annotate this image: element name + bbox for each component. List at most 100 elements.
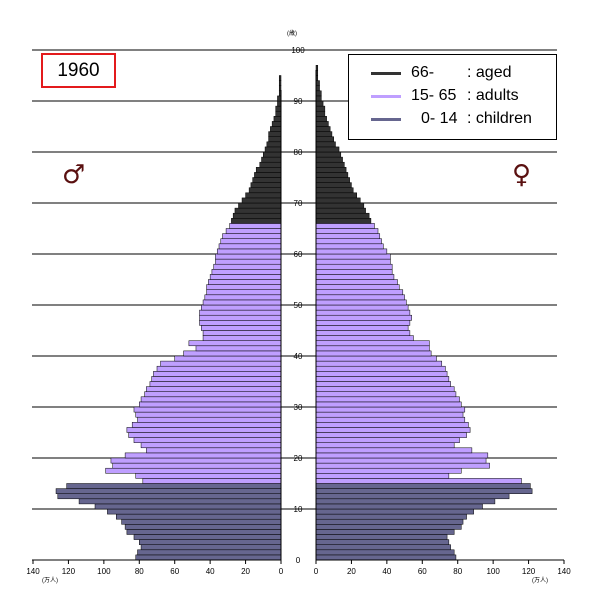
age-tick-label: 90 (294, 97, 303, 106)
female-bar (315, 131, 333, 137)
count-unit-label-left: (万人) (42, 577, 58, 584)
male-bar (229, 223, 282, 229)
female-bar (315, 151, 342, 158)
x-tick-label-right: 100 (486, 567, 500, 576)
male-bar (137, 416, 282, 423)
female-bar (315, 314, 412, 321)
female-bar (315, 207, 366, 214)
female-bar (315, 172, 349, 178)
male-bar (199, 314, 282, 321)
x-tick-label-left: 120 (62, 567, 76, 576)
female-bar (315, 80, 320, 86)
x-tick-label-left: 60 (170, 567, 179, 576)
male-bar (248, 187, 282, 194)
male-bar (241, 197, 282, 204)
legend-item-children: 0- 14 : children (349, 108, 558, 130)
legend-swatch-aged (371, 72, 401, 75)
legend-label-adults: : adults (467, 87, 519, 104)
female-bar (315, 269, 393, 275)
female-bar (315, 121, 329, 127)
male-bar (151, 376, 282, 382)
male-bar (268, 136, 282, 143)
age-tick-label: 50 (294, 301, 303, 310)
male-bar (202, 335, 282, 341)
x-tick-label-left: 40 (206, 567, 215, 576)
legend: 66- : aged 15- 65 : adults 0- 14 : child… (348, 54, 557, 140)
female-bar (315, 406, 466, 413)
age-tick-label: 0 (296, 556, 301, 565)
female-bar (315, 539, 450, 545)
age-unit-label: (歳) (287, 29, 297, 37)
female-bar (315, 65, 319, 71)
male-bar (277, 95, 282, 102)
age-tick-label: 80 (294, 148, 303, 157)
female-bar (315, 116, 327, 122)
male-bar (273, 116, 282, 122)
female-bar (315, 534, 448, 540)
legend-item-aged: 66- : aged (349, 62, 558, 84)
x-tick-label-right: 20 (347, 567, 356, 576)
male-bar (271, 121, 282, 127)
female-bar (315, 345, 430, 352)
male-bar (234, 207, 282, 214)
male-bar (135, 554, 282, 561)
female-bar (315, 340, 430, 347)
male-bar (126, 529, 282, 535)
age-tick-label: 60 (294, 250, 303, 259)
male-bar (202, 330, 282, 336)
male-bar (275, 110, 282, 117)
male-bar (245, 192, 282, 199)
male-bar (188, 340, 282, 347)
male-bar (140, 442, 282, 449)
female-bar (315, 396, 460, 403)
female-bar (315, 411, 464, 418)
x-tick-label-right: 0 (314, 567, 319, 576)
x-tick-label-right: 140 (557, 567, 571, 576)
legend-item-adults: 15- 65 : adults (349, 85, 558, 107)
male-bar (146, 447, 282, 454)
male-bar (275, 105, 282, 112)
legend-code-aged: 66- (411, 64, 435, 81)
x-tick-label-left: 100 (97, 567, 111, 576)
female-bar (315, 320, 411, 326)
female-bar (315, 365, 446, 372)
female-bar (315, 253, 391, 260)
female-bar (315, 473, 450, 479)
legend-label-aged: : aged (467, 64, 512, 81)
female-bar (315, 467, 462, 474)
age-tick-label: 100 (291, 46, 305, 55)
female-bar (315, 304, 409, 311)
female-bar (315, 141, 336, 148)
female-bar (315, 437, 460, 443)
male-bar (116, 513, 282, 520)
male-bar (66, 483, 282, 489)
female-bar (315, 95, 322, 102)
female-bar (315, 212, 370, 219)
legend-label-children: : children (467, 110, 532, 127)
male-bar (199, 320, 282, 326)
male-bar (126, 427, 282, 433)
x-tick-label-left: 20 (241, 567, 250, 576)
age-tick-label: 40 (294, 352, 303, 361)
female-bar (315, 381, 451, 387)
male-bar (128, 432, 282, 438)
male-bar (215, 253, 282, 260)
male-bar (213, 263, 282, 270)
female-bar (315, 488, 533, 494)
year-label: 1960 (57, 59, 100, 81)
female-bar (315, 371, 448, 377)
age-tick-label: 70 (294, 199, 303, 208)
female-bar (315, 386, 455, 392)
male-bar (144, 391, 282, 398)
age-tick-label: 10 (294, 505, 303, 514)
count-unit-label-right: (万人) (532, 577, 548, 584)
male-bar (139, 401, 282, 408)
female-bar (315, 513, 467, 520)
male-bar (121, 518, 282, 525)
female-bar (315, 110, 326, 117)
male-bar (137, 549, 282, 556)
male-bar (139, 539, 282, 545)
female-bar (315, 401, 462, 408)
female-bar (315, 299, 407, 306)
male-bar (206, 289, 282, 296)
